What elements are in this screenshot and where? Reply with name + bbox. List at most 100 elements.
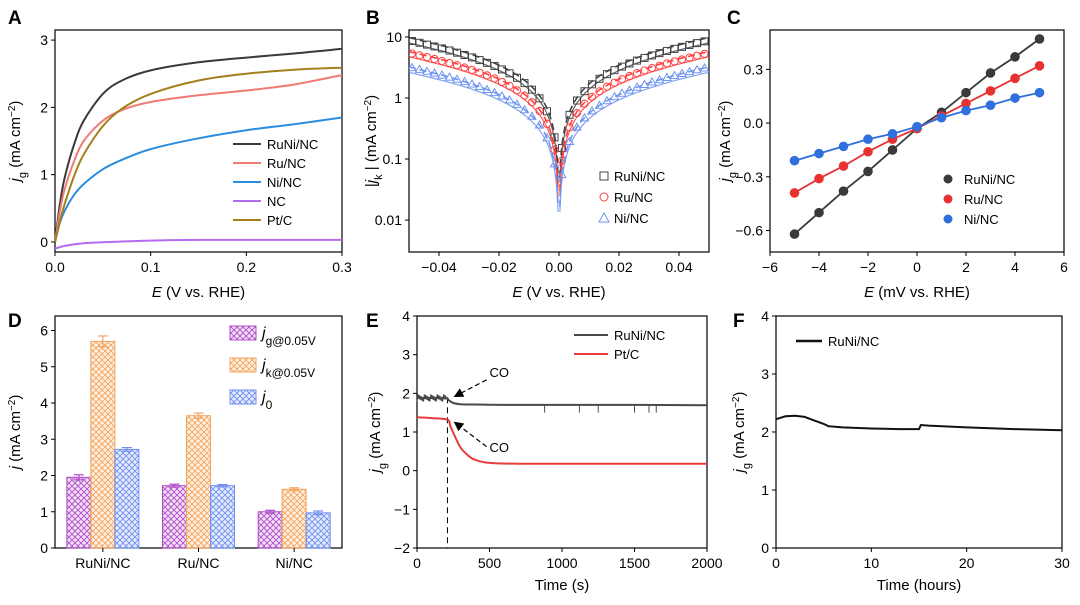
marker-triangle bbox=[429, 68, 440, 77]
axis-label-sub: g bbox=[17, 172, 29, 178]
legend-label: Ru/NC bbox=[964, 192, 1003, 207]
marker-square bbox=[588, 80, 596, 89]
legend-label: Ni/NC bbox=[267, 175, 302, 190]
marker-square bbox=[595, 74, 604, 83]
data-point bbox=[1034, 61, 1045, 71]
axis-label-var: j bbox=[7, 177, 24, 183]
legend-marker-triangle bbox=[598, 211, 610, 223]
axis-label-close: ) bbox=[731, 392, 748, 397]
marker-circle bbox=[670, 57, 679, 66]
y-tick-label: −1 bbox=[394, 501, 410, 517]
bar bbox=[305, 512, 331, 549]
legend-var: j bbox=[260, 389, 266, 406]
bar bbox=[90, 340, 116, 549]
legend-label: j0 bbox=[260, 389, 273, 412]
axis-label-close: ) bbox=[717, 101, 734, 106]
plot-frame-e bbox=[416, 315, 708, 549]
series-line-ru-nc bbox=[54, 74, 343, 243]
y-tick-label: 1 bbox=[394, 90, 402, 106]
marker-circle bbox=[632, 69, 642, 78]
x-tick-label: 4 bbox=[1011, 259, 1019, 275]
marker-triangle bbox=[647, 77, 657, 86]
marker-triangle bbox=[572, 122, 582, 131]
y-tick-label: 0 bbox=[402, 463, 410, 479]
marker-circle bbox=[452, 61, 462, 70]
axis-label-sub: g bbox=[727, 172, 739, 178]
x-tick-label: 6 bbox=[1060, 259, 1068, 275]
legend-label: Ni/NC bbox=[964, 212, 999, 227]
legend-label: Pt/C bbox=[614, 347, 639, 362]
bar bbox=[281, 488, 307, 549]
marker-square bbox=[580, 87, 589, 96]
y-axis-label: jg (mA cm−2) bbox=[367, 392, 390, 475]
legend-label: RuNi/NC bbox=[267, 137, 318, 152]
legend-label: jg@0.05V bbox=[260, 325, 316, 348]
x-tick-label: 10 bbox=[864, 555, 880, 571]
data-curve bbox=[559, 71, 709, 212]
marker-circle bbox=[610, 78, 619, 87]
marker-triangle bbox=[594, 100, 605, 109]
axis-label-sub: k bbox=[373, 174, 385, 180]
axis-label-sup: −2 bbox=[7, 399, 18, 411]
data-curve bbox=[409, 56, 559, 197]
marker-triangle bbox=[617, 88, 627, 97]
legend-sub: g@0.05V bbox=[266, 334, 316, 348]
axis-label-sub: g bbox=[741, 463, 753, 469]
axis-label-unit: (mA cm bbox=[7, 411, 24, 466]
axis-label-sup: −2 bbox=[363, 99, 374, 111]
bar bbox=[162, 485, 187, 549]
marker-circle bbox=[587, 92, 597, 101]
marker-circle bbox=[527, 98, 537, 107]
marker-square bbox=[700, 37, 709, 46]
marker-circle bbox=[662, 59, 672, 68]
category-label: Ru/NC bbox=[177, 555, 219, 571]
panel-label-C: C bbox=[727, 8, 741, 29]
plot-frame-c bbox=[769, 29, 1065, 253]
x-axis-label: Time (s) bbox=[535, 577, 589, 594]
axis-label-unit: (mA cm bbox=[367, 408, 384, 463]
marker-circle bbox=[542, 119, 552, 128]
y-tick-label: 0.01 bbox=[375, 212, 402, 228]
fit-curve bbox=[409, 36, 559, 178]
data-point bbox=[814, 173, 824, 184]
x-tick-label: −0.04 bbox=[421, 259, 457, 275]
x-tick-label: 1500 bbox=[619, 555, 650, 571]
data-point bbox=[985, 86, 996, 96]
marker-triangle bbox=[409, 62, 417, 72]
marker-triangle bbox=[467, 79, 477, 88]
marker-circle bbox=[460, 63, 469, 72]
axis-label-var: E bbox=[512, 284, 523, 301]
axis-label-unit: (V vs. RHE) bbox=[522, 284, 605, 301]
legend-label: Pt/C bbox=[267, 213, 292, 228]
axis-label-unit: (mA cm bbox=[717, 117, 734, 172]
axis-label-sup: −2 bbox=[717, 105, 728, 117]
marker-triangle bbox=[557, 169, 567, 179]
data-point bbox=[814, 207, 824, 218]
axis-label-var: j bbox=[363, 179, 380, 185]
x-tick-label: −2 bbox=[860, 259, 876, 275]
x-tick-label: 0 bbox=[913, 259, 921, 275]
data-point bbox=[838, 161, 849, 171]
marker-circle bbox=[512, 86, 522, 95]
legend-sub: k@0.05V bbox=[266, 366, 316, 380]
fit-curve bbox=[409, 66, 559, 207]
marker-triangle bbox=[422, 66, 432, 75]
y-tick-label: 0.3 bbox=[744, 61, 764, 77]
marker-circle bbox=[445, 58, 454, 68]
y-tick-label: 3 bbox=[40, 431, 48, 447]
series-line bbox=[416, 396, 708, 407]
y-tick-label: 3 bbox=[402, 347, 410, 363]
x-tick-label: 0.1 bbox=[141, 259, 161, 275]
data-point bbox=[789, 188, 800, 198]
fit-curve bbox=[559, 36, 709, 178]
plot-area-b bbox=[409, 36, 709, 212]
x-tick-label: 0.0 bbox=[45, 259, 65, 275]
legend-var: j bbox=[260, 325, 266, 342]
plot-frame-f bbox=[775, 315, 1063, 549]
x-tick-label: 0.02 bbox=[605, 259, 632, 275]
axis-label-var: E bbox=[152, 284, 163, 301]
y-tick-label: 2 bbox=[40, 99, 48, 115]
axis-label-sup: −2 bbox=[367, 396, 378, 408]
noise-trace bbox=[416, 394, 447, 402]
